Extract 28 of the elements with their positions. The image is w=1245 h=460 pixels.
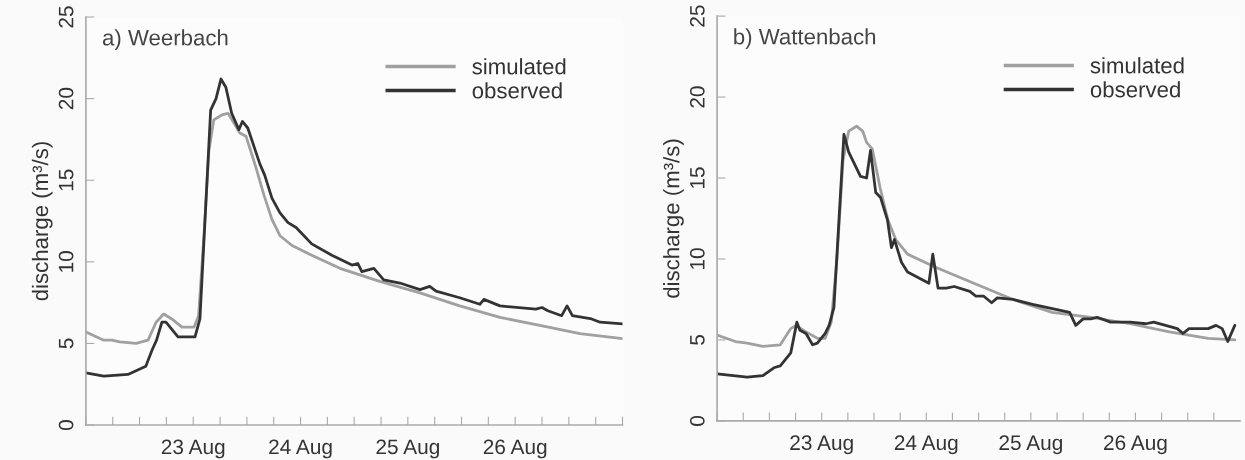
- x-tick-label: 26 Aug: [483, 439, 547, 459]
- legend-label: simulated: [1090, 57, 1184, 74]
- y-tick-label: 15: [690, 167, 705, 189]
- y-tick-label: 15: [58, 169, 74, 191]
- text: a) Weerbach: [102, 29, 228, 50]
- y-tick-label: 10: [58, 251, 74, 272]
- x-tick-label: 23 Aug: [161, 439, 225, 459]
- x-tick-label: 24 Aug: [894, 435, 958, 455]
- y-tick-label: 25: [58, 6, 74, 28]
- legend-label: simulated: [472, 58, 566, 75]
- y-tick-label: 25: [689, 5, 705, 27]
- legend-label: observed: [1090, 81, 1180, 98]
- y-tick-label: 20: [58, 87, 74, 110]
- y-tick-label: 5: [58, 338, 74, 349]
- legend-label: observed: [472, 82, 562, 99]
- y-tick-label: 10: [689, 248, 705, 269]
- y-tick-label: 20: [689, 86, 705, 108]
- x-tick-label: 23 Aug: [790, 435, 853, 455]
- y-axis-title: discharge (m³/s): [663, 139, 684, 298]
- x-tick-label: 24 Aug: [269, 439, 332, 459]
- y-axis-title: discharge (m³/s): [31, 142, 53, 301]
- text: b) Wattenbach: [734, 28, 876, 49]
- y-tick-label: 5: [690, 335, 705, 345]
- x-tick-label: 25 Aug: [376, 439, 439, 459]
- y-tick-label: 0: [58, 420, 74, 431]
- x-tick-label: 26 Aug: [1104, 435, 1167, 455]
- x-tick-label: 25 Aug: [999, 435, 1062, 455]
- y-tick-label: 0: [689, 415, 705, 426]
